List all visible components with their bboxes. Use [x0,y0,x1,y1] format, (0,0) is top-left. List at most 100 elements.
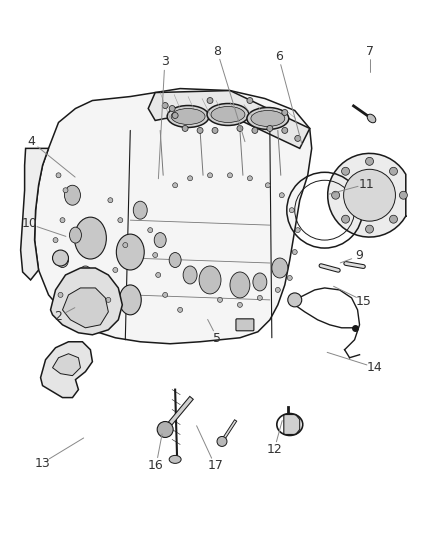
Circle shape [162,102,168,109]
Circle shape [389,215,396,223]
Text: 13: 13 [34,457,50,470]
Circle shape [172,183,177,188]
Ellipse shape [252,273,266,291]
Circle shape [60,217,65,223]
Polygon shape [35,88,311,344]
Text: 4: 4 [27,135,35,148]
Circle shape [187,176,192,181]
Circle shape [266,125,272,132]
Ellipse shape [167,106,208,127]
Circle shape [177,308,182,312]
Ellipse shape [171,109,205,124]
Circle shape [162,293,167,297]
Circle shape [157,422,173,438]
Circle shape [295,228,300,232]
Ellipse shape [271,258,287,278]
Text: 15: 15 [355,295,371,308]
Circle shape [294,135,300,141]
Ellipse shape [74,217,106,259]
FancyBboxPatch shape [235,319,253,331]
Ellipse shape [207,103,248,125]
Circle shape [365,157,373,165]
Ellipse shape [183,266,197,284]
Circle shape [56,173,61,178]
Circle shape [287,293,301,307]
Ellipse shape [169,253,181,268]
Polygon shape [21,148,49,280]
Polygon shape [148,91,309,148]
Circle shape [172,112,178,118]
Circle shape [53,250,68,266]
Circle shape [123,243,127,247]
Circle shape [265,183,270,188]
Ellipse shape [69,227,81,243]
Circle shape [331,191,339,199]
Text: 2: 2 [53,311,61,324]
Ellipse shape [76,276,104,314]
Text: 8: 8 [213,45,221,58]
Ellipse shape [169,455,181,463]
Polygon shape [327,154,405,237]
Polygon shape [50,268,122,335]
Text: 16: 16 [148,459,163,472]
Circle shape [289,208,293,213]
Circle shape [257,295,262,301]
Ellipse shape [64,185,80,205]
Circle shape [148,228,152,232]
Text: 7: 7 [366,45,374,58]
Circle shape [106,297,110,302]
Circle shape [207,98,212,103]
Circle shape [343,169,395,221]
Circle shape [246,98,252,103]
Circle shape [341,215,349,223]
Text: 17: 17 [207,459,223,472]
Circle shape [63,188,68,193]
Circle shape [281,127,287,133]
Circle shape [182,125,187,132]
Circle shape [152,253,157,257]
Circle shape [286,276,292,280]
Circle shape [341,167,349,175]
Ellipse shape [78,266,92,284]
Polygon shape [40,342,92,398]
Polygon shape [53,354,80,376]
Ellipse shape [230,272,249,298]
Text: 9: 9 [355,249,363,262]
Ellipse shape [133,201,147,219]
Circle shape [216,437,226,447]
Circle shape [207,173,212,178]
Circle shape [53,238,58,243]
Ellipse shape [154,232,166,247]
Polygon shape [62,288,108,328]
Text: 6: 6 [274,50,282,63]
Ellipse shape [246,108,288,130]
Text: 3: 3 [160,55,168,68]
Circle shape [275,287,280,293]
Circle shape [399,191,406,199]
Ellipse shape [116,234,144,270]
Ellipse shape [211,107,244,123]
Circle shape [117,217,123,223]
Circle shape [212,127,218,133]
Circle shape [217,297,222,302]
Circle shape [197,127,203,133]
Circle shape [365,225,373,233]
Circle shape [169,106,175,111]
Circle shape [247,176,252,181]
Polygon shape [283,415,299,434]
Text: 14: 14 [366,361,382,374]
Circle shape [251,127,257,133]
Circle shape [227,173,232,178]
Text: 10: 10 [21,217,37,230]
Ellipse shape [198,266,220,294]
Circle shape [292,249,297,255]
Circle shape [155,272,160,278]
Circle shape [279,193,284,198]
Circle shape [281,109,287,116]
Ellipse shape [119,285,141,315]
Circle shape [58,293,63,297]
Circle shape [237,302,242,308]
Ellipse shape [366,114,375,123]
Text: 5: 5 [213,332,221,345]
Circle shape [389,167,396,175]
